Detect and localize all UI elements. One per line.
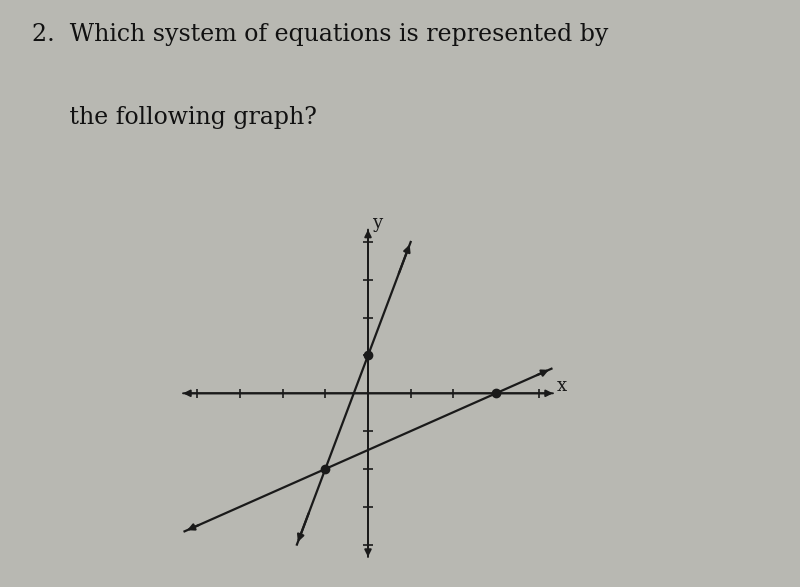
Text: y: y xyxy=(372,214,382,232)
Text: 2.  Which system of equations is represented by: 2. Which system of equations is represen… xyxy=(32,23,608,46)
Text: x: x xyxy=(557,377,567,396)
Text: the following graph?: the following graph? xyxy=(32,106,317,129)
